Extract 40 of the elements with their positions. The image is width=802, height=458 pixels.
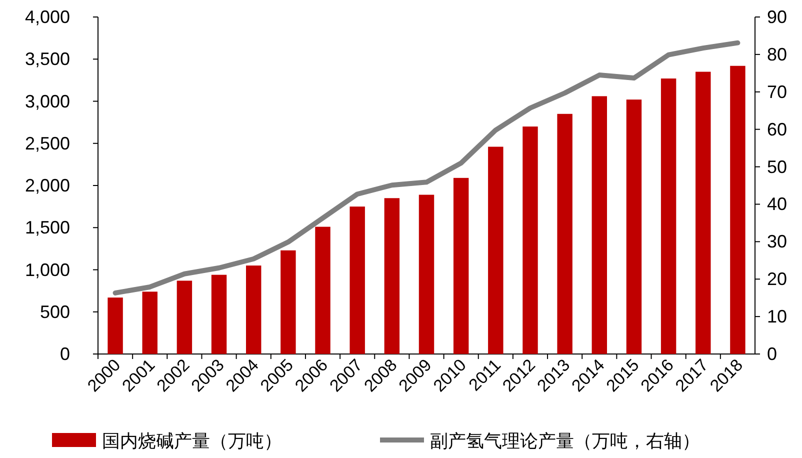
y-tick-label: 2,500: [24, 133, 70, 154]
y2-tick-label: 10: [767, 306, 788, 327]
y-tick-label: 4,000: [24, 7, 70, 27]
bar: [384, 198, 400, 354]
bar: [315, 226, 330, 354]
bar: [176, 280, 192, 354]
y2-tick-label: 30: [767, 232, 788, 252]
y2-tick-label: 0: [767, 344, 778, 364]
bar: [660, 78, 676, 354]
y-tick-label: 500: [40, 302, 70, 322]
y-tick-label: 3,500: [24, 49, 70, 70]
bar: [557, 114, 572, 354]
y-tick-label: 2,000: [24, 176, 70, 196]
y2-tick-label: 20: [767, 269, 788, 290]
y2-tick-label: 80: [767, 44, 788, 64]
bar: [626, 100, 642, 354]
y2-tick-label: 90: [767, 7, 788, 27]
bar: [696, 72, 711, 354]
y-tick-label: 0: [60, 344, 70, 364]
y-tick-label: 1,000: [24, 260, 70, 280]
y2-tick-label: 40: [767, 194, 788, 214]
bar: [418, 194, 434, 354]
y2-tick-label: 50: [767, 156, 788, 177]
bar: [488, 146, 504, 354]
y2-tick-label: 70: [767, 82, 788, 102]
y-tick-label: 1,500: [24, 218, 70, 238]
bar: [453, 178, 469, 354]
bar: [142, 292, 158, 354]
bar: [522, 126, 538, 354]
legend-label: 国内烧碱产量（万吨）: [102, 431, 282, 451]
y-tick-label: 3,000: [24, 91, 70, 112]
bar: [108, 298, 123, 354]
bar: [730, 66, 746, 354]
bar: [592, 96, 607, 354]
y2-tick-label: 60: [767, 119, 788, 140]
bar: [280, 250, 296, 354]
bar: [350, 206, 365, 354]
legend-label: 副产氢气理论产量（万吨，右轴）: [430, 431, 700, 451]
bar: [211, 274, 227, 354]
bar: [246, 266, 262, 354]
